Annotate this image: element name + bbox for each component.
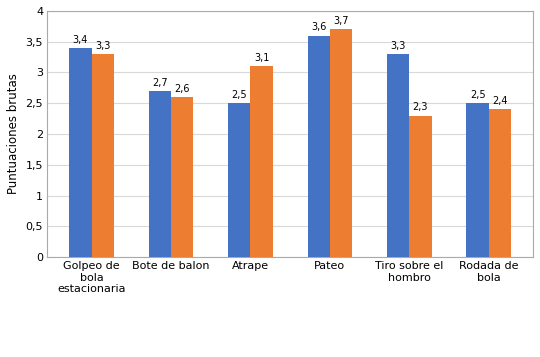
Bar [409,116,431,257]
Bar [69,48,92,257]
Text: 3,1: 3,1 [254,53,269,63]
Text: 2,6: 2,6 [174,84,190,94]
Text: 3,3: 3,3 [390,41,406,51]
Text: 2,5: 2,5 [470,90,485,100]
Bar [251,66,273,257]
Text: 3,6: 3,6 [311,22,327,32]
Legend: Experimental, Control: Experimental, Control [202,356,379,357]
Text: 2,3: 2,3 [413,102,428,112]
Y-axis label: Puntuaciones brutas: Puntuaciones brutas [7,74,20,195]
Bar [467,103,489,257]
Text: 3,4: 3,4 [73,35,88,45]
Text: 3,7: 3,7 [333,16,349,26]
Text: 2,5: 2,5 [232,90,247,100]
Bar [228,103,251,257]
Bar [92,54,114,257]
Bar [308,36,330,257]
Text: 2,7: 2,7 [152,78,168,88]
Text: 2,4: 2,4 [492,96,508,106]
Bar [489,109,511,257]
Text: 3,3: 3,3 [95,41,110,51]
Bar [149,91,171,257]
Bar [387,54,409,257]
Bar [171,97,193,257]
Bar [330,29,352,257]
